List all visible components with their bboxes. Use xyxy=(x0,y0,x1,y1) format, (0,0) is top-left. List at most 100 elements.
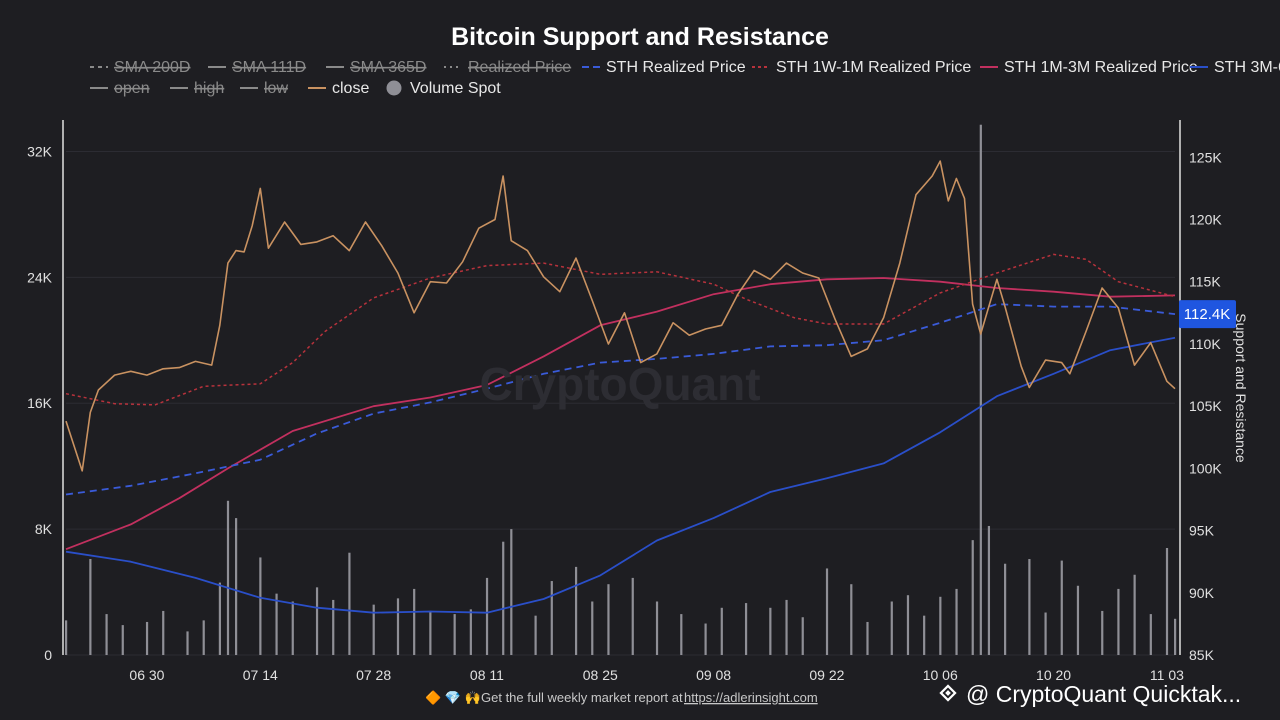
volume-bar xyxy=(372,604,375,655)
legend-label: Volume Spot xyxy=(410,80,501,97)
x-tick-label: 09 22 xyxy=(809,667,844,683)
legend-item[interactable]: STH 1M-3M Realized Price xyxy=(980,59,1198,76)
legend-label: Realized Price xyxy=(468,59,571,76)
volume-bar xyxy=(89,559,92,655)
legend-item[interactable]: STH Realized Price xyxy=(582,59,746,76)
y-right-tick-label: 115K xyxy=(1189,274,1221,290)
volume-bar xyxy=(987,525,991,655)
chart-title: Bitcoin Support and Resistance xyxy=(451,23,829,51)
volume-bar xyxy=(413,588,416,655)
volume-bar xyxy=(1076,585,1080,655)
legend-label: SMA 200D xyxy=(114,59,190,76)
volume-bar xyxy=(704,623,707,655)
y-right-tick-label: 105K xyxy=(1189,398,1222,414)
volume-bar xyxy=(785,599,788,655)
volume-bar xyxy=(534,615,537,655)
volume-bar xyxy=(291,601,294,655)
volume-bar xyxy=(769,607,772,655)
legend-item[interactable]: SMA 365D xyxy=(326,59,426,76)
volume-bar xyxy=(906,595,910,655)
volume-bar xyxy=(485,577,489,655)
volume-bar xyxy=(971,540,974,655)
y-left-tick-label: 32K xyxy=(27,143,53,159)
legend-label: SMA 365D xyxy=(350,59,426,76)
y-right-tick-label: 100K xyxy=(1189,460,1222,476)
volume-bar xyxy=(1004,563,1007,655)
volume-bar xyxy=(315,587,319,655)
legend: SMA 200D SMA 111D SMA 365D Realized Price ST… xyxy=(90,59,1280,97)
series-line-sth-1w-1m-realized-price xyxy=(65,253,1176,406)
volume-bar xyxy=(1149,614,1152,655)
legend-item[interactable]: SMA 111D xyxy=(208,59,306,76)
volume-bar xyxy=(591,601,594,655)
volume-bar xyxy=(866,621,869,655)
y-right-tick-label: 110K xyxy=(1189,336,1221,352)
volume-bars xyxy=(65,124,1177,656)
volume-bar xyxy=(801,617,804,655)
volume-bar xyxy=(510,529,513,655)
volume-bar xyxy=(1133,574,1136,655)
series-line-sth-realized-price xyxy=(65,303,1176,496)
volume-bar xyxy=(332,599,335,655)
volume-bar xyxy=(979,124,982,656)
legend-item[interactable]: Volume Spot xyxy=(386,80,502,97)
volume-bar xyxy=(939,596,942,655)
y-left-tick-label: 0 xyxy=(44,647,52,663)
y-left-tick-label: 16K xyxy=(27,395,53,411)
volume-bar xyxy=(1165,548,1169,655)
volume-bar xyxy=(202,620,205,655)
volume-bar xyxy=(1101,610,1104,655)
volume-bar xyxy=(469,609,472,655)
legend-item[interactable]: STH 1W-1M Realized Price xyxy=(752,59,971,76)
volume-bar xyxy=(145,621,149,655)
volume-bar xyxy=(226,500,230,655)
x-tick-label: 10 06 xyxy=(923,667,958,683)
y-left-tick-label: 24K xyxy=(27,269,53,285)
legend-item[interactable]: Realized Price xyxy=(444,59,571,76)
legend-item[interactable]: low xyxy=(240,80,288,97)
x-tick-label: 06 30 xyxy=(129,667,164,683)
volume-bar xyxy=(121,625,124,655)
volume-bar xyxy=(744,603,748,655)
y-right-tick-label: 85K xyxy=(1189,647,1215,663)
legend-marker-icon xyxy=(386,80,402,96)
legend-item[interactable]: high xyxy=(170,80,224,97)
volume-bar xyxy=(825,568,829,655)
footer-text: Get the full weekly market report at xyxy=(481,690,683,705)
volume-bar xyxy=(574,566,578,655)
brand: @ CryptoQuant Quicktak... xyxy=(939,681,1241,707)
legend-label: STH 1W-1M Realized Price xyxy=(776,59,971,76)
footer-emoji: 🔶 💎 🙌 xyxy=(425,690,481,705)
y-right-tick-label: 95K xyxy=(1189,523,1215,539)
plot-area: 0 8K 16K 24K 32K 85K 90K 95K 100K 105K 110K 115K 120… xyxy=(27,120,1249,683)
volume-bar xyxy=(259,557,262,655)
volume-bar xyxy=(502,541,505,655)
brand-text: @ CryptoQuant Quicktak... xyxy=(966,681,1241,707)
volume-bar xyxy=(890,601,893,655)
volume-bar xyxy=(1044,612,1047,655)
volume-bar xyxy=(1028,559,1031,655)
x-tick-label: 09 08 xyxy=(696,667,731,683)
y-right-tick-label: 90K xyxy=(1189,585,1215,601)
y-right-tick-label: 120K xyxy=(1189,212,1222,228)
legend-label: open xyxy=(114,80,150,97)
volume-bar xyxy=(720,607,723,655)
volume-bar xyxy=(348,552,351,655)
volume-bar xyxy=(680,614,683,655)
volume-bar xyxy=(65,620,68,655)
volume-bar xyxy=(550,581,553,655)
legend-item[interactable]: open xyxy=(90,80,150,97)
legend-item[interactable]: SMA 200D xyxy=(90,59,190,76)
volume-bar xyxy=(923,615,926,655)
legend-item[interactable]: close xyxy=(308,80,369,97)
volume-bar xyxy=(105,614,108,655)
price-badge-label: 112.4K xyxy=(1184,306,1230,323)
volume-bar xyxy=(396,598,400,655)
footer-link[interactable]: https://adlerinsight.com xyxy=(684,690,818,705)
x-tick-label: 10 20 xyxy=(1036,667,1071,683)
legend-item[interactable]: STH 3M-6M Realized Price xyxy=(1190,59,1280,76)
x-tick-label: 07 14 xyxy=(243,667,278,683)
volume-bar xyxy=(1174,618,1177,655)
series-line-sth-3m-6m-realized-price xyxy=(65,336,1176,614)
